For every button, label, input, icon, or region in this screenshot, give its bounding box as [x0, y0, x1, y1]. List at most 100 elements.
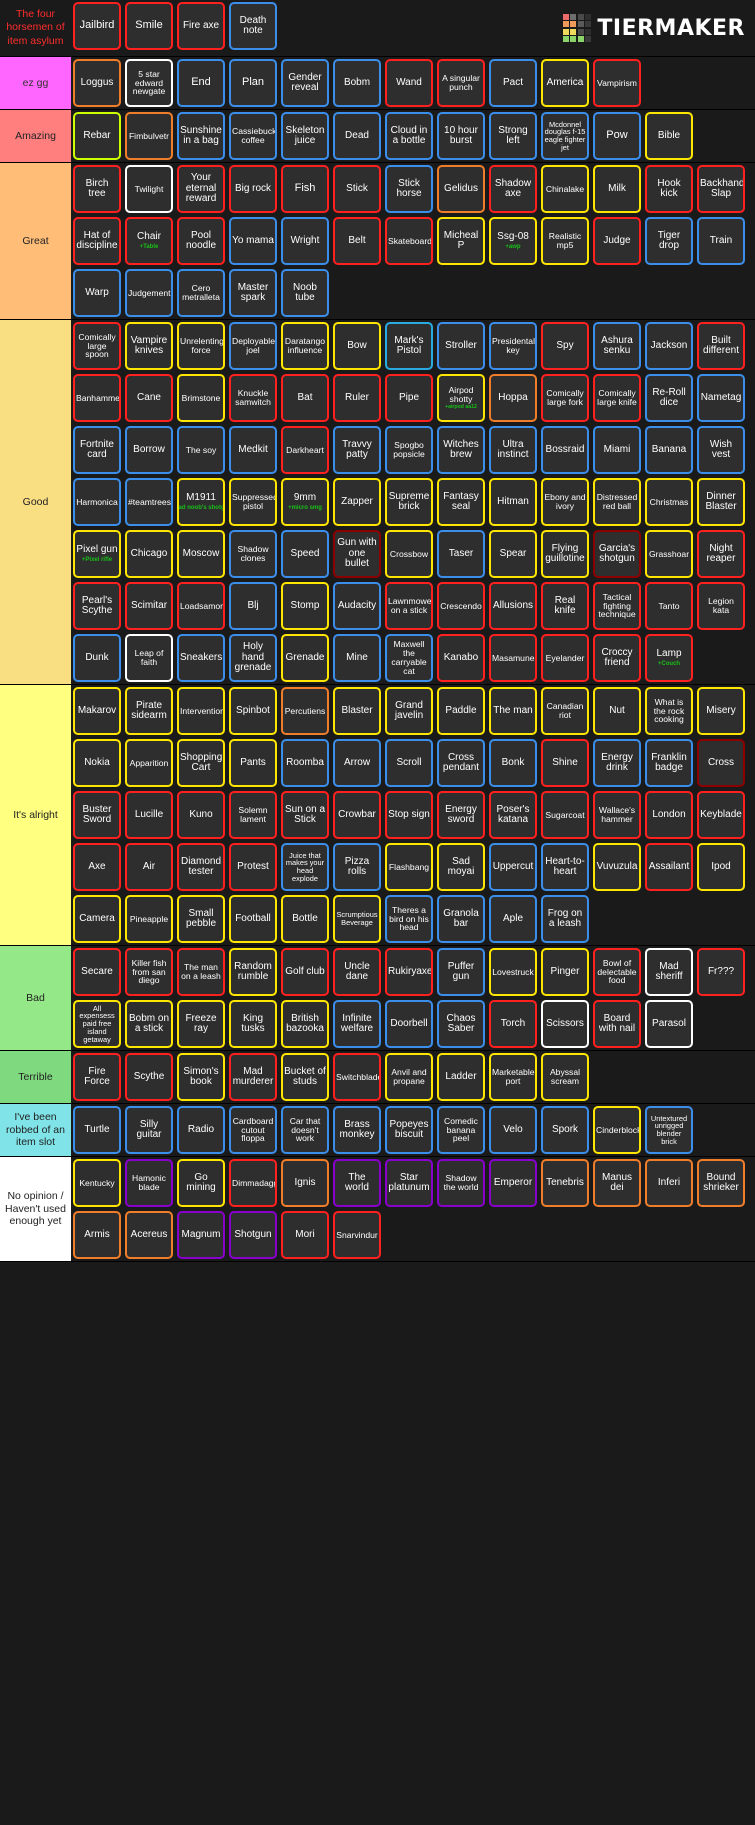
tier-item-card[interactable]: Pizza rolls	[333, 843, 381, 891]
tier-item[interactable]: Ladder	[435, 1051, 487, 1103]
tier-item-card[interactable]: Energy drink	[593, 739, 641, 787]
tier-item-card[interactable]: Fr???	[697, 948, 745, 996]
tier-item-card[interactable]: Apparition	[125, 739, 173, 787]
tier-item[interactable]: Ashura senku	[591, 320, 643, 372]
tier-item-card[interactable]: Puffer gun	[437, 948, 485, 996]
tier-item[interactable]: Unrelenting force	[175, 320, 227, 372]
tier-item-card[interactable]: Supreme brick	[385, 478, 433, 526]
tier-item[interactable]: Master spark	[227, 267, 279, 319]
tier-item-card[interactable]: Random rumble	[229, 948, 277, 996]
tier-item-card[interactable]: Jailbird	[73, 2, 121, 50]
tier-item-card[interactable]: Distressed red ball	[593, 478, 641, 526]
tier-item[interactable]: Night reaper	[695, 528, 747, 580]
tier-item-card[interactable]: Secare	[73, 948, 121, 996]
tier-item-card[interactable]: Pinger	[541, 948, 589, 996]
tier-item[interactable]: Ruler	[331, 372, 383, 424]
tier-item-card[interactable]: Eyelander	[541, 634, 589, 682]
tier-item[interactable]: Manus dei	[591, 1157, 643, 1209]
tier-item[interactable]: Crescendo	[435, 580, 487, 632]
tier-item-card[interactable]: Bonk	[489, 739, 537, 787]
tier-item[interactable]: Scissors	[539, 998, 591, 1050]
tier-item-card[interactable]: Popeyes biscuit	[385, 1106, 433, 1154]
tier-item-card[interactable]: Master spark	[229, 269, 277, 317]
tier-item-card[interactable]: Bowl of delectable food	[593, 948, 641, 996]
tier-item[interactable]: Nokia	[71, 737, 123, 789]
tier-item[interactable]: Hoppa	[487, 372, 539, 424]
tier-item[interactable]: Ebony and ivory	[539, 476, 591, 528]
tier-item-card[interactable]: Spy	[541, 322, 589, 370]
tier-item[interactable]: Acereus	[123, 1209, 175, 1261]
tier-item[interactable]: Gun with one bullet	[331, 528, 383, 580]
tier-item[interactable]: Car that doesn't work	[279, 1104, 331, 1156]
tier-item-card[interactable]: Skateboard	[385, 217, 433, 265]
tier-item-card[interactable]: Scythe	[125, 1053, 173, 1101]
tier-item[interactable]: Brimstone	[175, 372, 227, 424]
tier-item[interactable]: Ignis	[279, 1157, 331, 1209]
tier-item[interactable]: Roomba	[279, 737, 331, 789]
tier-item-card[interactable]: Banana	[645, 426, 693, 474]
tier-item-card[interactable]: Judgement	[125, 269, 173, 317]
tier-item[interactable]: Bound shrieker	[695, 1157, 747, 1209]
tier-item-card[interactable]: British bazooka	[281, 1000, 329, 1048]
tier-item-card[interactable]: Allusions	[489, 582, 537, 630]
tier-item[interactable]: Bucket of studs	[279, 1051, 331, 1103]
tier-item[interactable]: Solemn lament	[227, 789, 279, 841]
tier-item[interactable]: Pirate sidearm	[123, 685, 175, 737]
tier-item-card[interactable]: Belt	[333, 217, 381, 265]
tier-item[interactable]: Big rock	[227, 163, 279, 215]
tier-item-card[interactable]: Roomba	[281, 739, 329, 787]
tier-item-card[interactable]: Wish vest	[697, 426, 745, 474]
tier-item-card[interactable]: Mad murderer	[229, 1053, 277, 1101]
tier-item[interactable]: Deployable joel	[227, 320, 279, 372]
tier-item[interactable]: Vuvuzula	[591, 841, 643, 893]
tier-item-card[interactable]: Skeleton juice	[281, 112, 329, 160]
tier-item-card[interactable]: Chinalake	[541, 165, 589, 213]
tier-item[interactable]: Bat	[279, 372, 331, 424]
tier-item-card[interactable]: Hamonic blade	[125, 1159, 173, 1207]
tier-item-card[interactable]: Arrow	[333, 739, 381, 787]
tier-item-card[interactable]: Rebar	[73, 112, 121, 160]
tier-item[interactable]: Energy drink	[591, 737, 643, 789]
tier-item[interactable]: Chaos Saber	[435, 998, 487, 1050]
tier-item[interactable]: Croccy friend	[591, 632, 643, 684]
tier-item-card[interactable]: Freeze ray	[177, 1000, 225, 1048]
tier-item[interactable]: Dunk	[71, 632, 123, 684]
tier-item[interactable]: 5 star edward newgate	[123, 57, 175, 109]
tier-item[interactable]: Random rumble	[227, 946, 279, 998]
tier-item[interactable]: Abyssal scream	[539, 1051, 591, 1103]
tier-item[interactable]: Flying guillotine	[539, 528, 591, 580]
tier-item[interactable]: Turtle	[71, 1104, 123, 1156]
tier-item[interactable]: Brass monkey	[331, 1104, 383, 1156]
tier-item[interactable]: Fish	[279, 163, 331, 215]
tier-item-card[interactable]: America	[541, 59, 589, 107]
tier-item-card[interactable]: Golf club	[281, 948, 329, 996]
tier-item[interactable]: Grenade	[279, 632, 331, 684]
tier-item[interactable]: Backhand Slap	[695, 163, 747, 215]
tier-item[interactable]: Kuno	[175, 789, 227, 841]
tier-item[interactable]: Mark's Pistol	[383, 320, 435, 372]
tier-item[interactable]: Pizza rolls	[331, 841, 383, 893]
tier-item[interactable]: Sneakers	[175, 632, 227, 684]
tier-item[interactable]: End	[175, 57, 227, 109]
tier-item-card[interactable]: London	[645, 791, 693, 839]
tier-item[interactable]: Silly guitar	[123, 1104, 175, 1156]
tier-item[interactable]: Pearl's Scythe	[71, 580, 123, 632]
tier-item[interactable]: Shopping Cart	[175, 737, 227, 789]
tier-item-card[interactable]: Hitman	[489, 478, 537, 526]
tier-item[interactable]: Blaster	[331, 685, 383, 737]
tier-item-card[interactable]: Energy sword	[437, 791, 485, 839]
tier-item-card[interactable]: Magnum	[177, 1211, 225, 1259]
tier-item[interactable]: Jailbird	[71, 0, 123, 52]
tier-item-card[interactable]: Comically large fork	[541, 374, 589, 422]
tier-item[interactable]: Wright	[279, 215, 331, 267]
tier-item-card[interactable]: Cardboard cutout floppa	[229, 1106, 277, 1154]
tier-item[interactable]: Leap of faith	[123, 632, 175, 684]
tier-item-card[interactable]: Bossraid	[541, 426, 589, 474]
tier-item-card[interactable]: Granola bar	[437, 895, 485, 943]
tier-item-card[interactable]: What is the rock cooking	[645, 687, 693, 735]
tier-item-card[interactable]: Misery	[697, 687, 745, 735]
tier-item[interactable]: Skateboard	[383, 215, 435, 267]
tier-item-card[interactable]: Micheal P	[437, 217, 485, 265]
tier-item-card[interactable]: Pearl's Scythe	[73, 582, 121, 630]
tier-item[interactable]: Cross	[695, 737, 747, 789]
